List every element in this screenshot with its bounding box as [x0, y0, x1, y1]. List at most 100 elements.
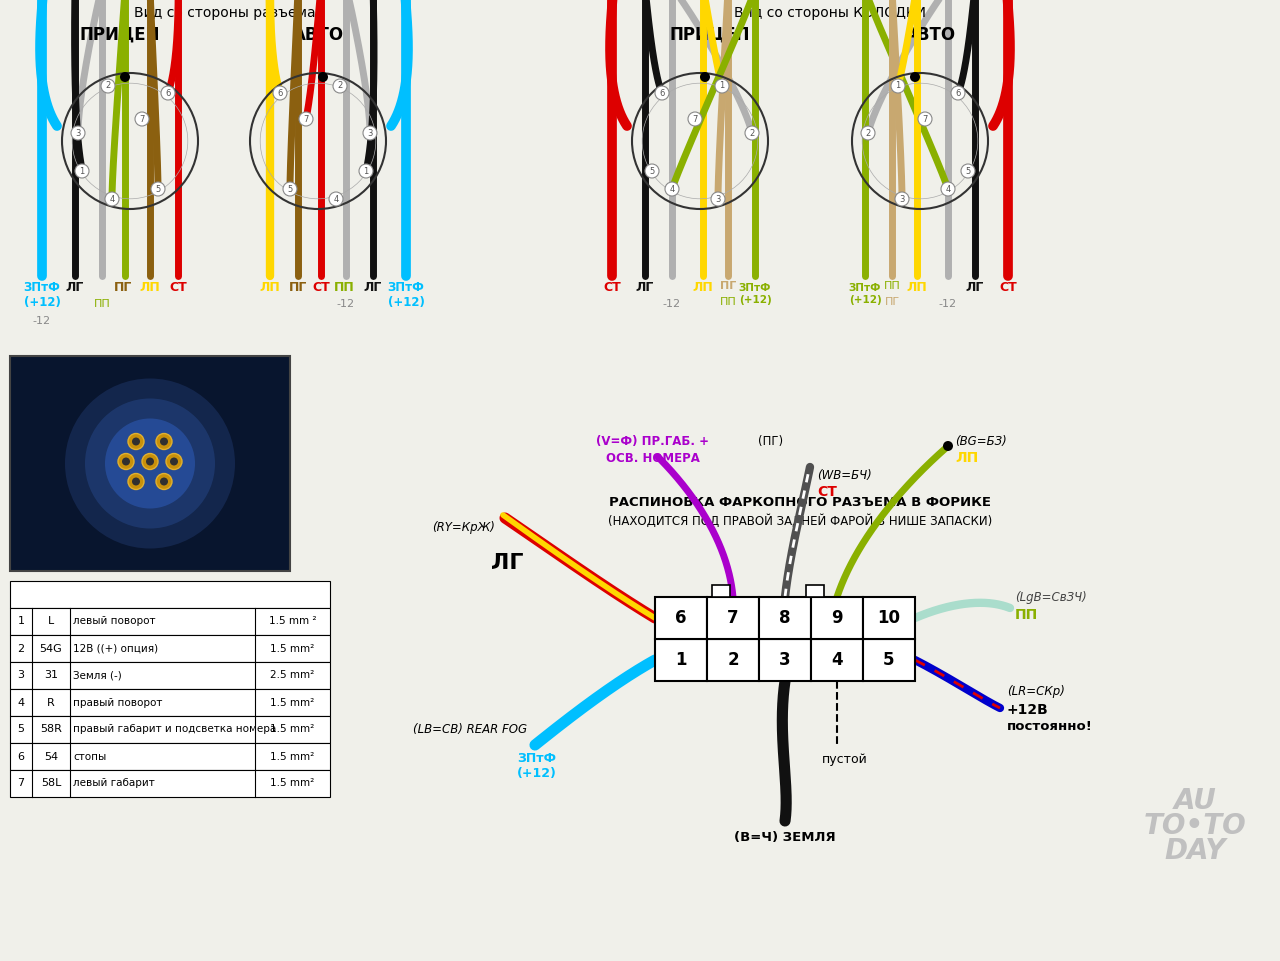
- Text: ПГ: ПГ: [719, 281, 736, 291]
- Circle shape: [160, 437, 168, 446]
- Circle shape: [700, 72, 710, 82]
- Text: ЛП: ЛП: [955, 451, 978, 465]
- Bar: [10, 743, 330, 770]
- Text: 1.5 mm²: 1.5 mm²: [270, 752, 315, 761]
- Text: 3: 3: [76, 129, 81, 137]
- Circle shape: [666, 182, 678, 196]
- Text: ЗПтФ
(+12): ЗПтФ (+12): [388, 281, 425, 309]
- Text: 9: 9: [831, 609, 842, 627]
- Text: (RY=КрЖ): (RY=КрЖ): [433, 522, 495, 534]
- Text: TO•TO: TO•TO: [1143, 812, 1247, 840]
- Bar: [10, 635, 330, 662]
- Circle shape: [156, 474, 172, 489]
- Text: ПГ: ПГ: [884, 297, 900, 307]
- Circle shape: [358, 164, 372, 178]
- Text: ЛГ: ЛГ: [966, 281, 984, 294]
- Circle shape: [283, 182, 297, 196]
- Text: 1: 1: [896, 82, 901, 90]
- Text: 5: 5: [883, 651, 895, 669]
- Text: AU: AU: [1174, 787, 1216, 815]
- Circle shape: [132, 478, 140, 485]
- Circle shape: [120, 72, 131, 82]
- Bar: [10, 716, 330, 743]
- Text: (LB=СВ) REAR FOG: (LB=СВ) REAR FOG: [413, 724, 527, 736]
- Circle shape: [895, 192, 909, 206]
- Text: 6: 6: [955, 88, 961, 97]
- Text: РАСПИНОВКА ФАРКОПНОГО РАЗЪЕМА В ФОРИКЕ: РАСПИНОВКА ФАРКОПНОГО РАЗЪЕМА В ФОРИКЕ: [609, 496, 991, 509]
- Text: 5: 5: [288, 185, 293, 193]
- Text: 3: 3: [780, 651, 791, 669]
- Text: ЛП: ЛП: [260, 281, 280, 294]
- Text: АВТО: АВТО: [905, 26, 956, 44]
- Text: СТ: СТ: [312, 281, 330, 294]
- Circle shape: [943, 441, 954, 451]
- Bar: [806, 585, 824, 597]
- Text: (LR=СКр): (LR=СКр): [1007, 685, 1065, 699]
- Text: ПП: ПП: [334, 281, 355, 294]
- Text: (ВG=БЗ): (ВG=БЗ): [955, 435, 1007, 448]
- Text: левый поворот: левый поворот: [73, 617, 155, 627]
- Text: 7: 7: [923, 114, 928, 124]
- Bar: [707, 639, 759, 681]
- Text: 5: 5: [155, 185, 160, 193]
- Text: 4: 4: [831, 651, 842, 669]
- Circle shape: [128, 433, 143, 450]
- Text: 10: 10: [878, 609, 901, 627]
- Text: 1: 1: [364, 166, 369, 176]
- Text: -12: -12: [940, 299, 957, 309]
- Text: ЛП: ЛП: [692, 281, 713, 294]
- Text: 2: 2: [105, 82, 110, 90]
- Circle shape: [333, 79, 347, 93]
- Text: 58R: 58R: [40, 725, 61, 734]
- Text: 54: 54: [44, 752, 58, 761]
- Text: ПГ: ПГ: [289, 281, 307, 294]
- Text: -12: -12: [337, 299, 355, 309]
- Text: 3: 3: [367, 129, 372, 137]
- Circle shape: [317, 72, 328, 82]
- Text: 1: 1: [79, 166, 84, 176]
- Text: ЛГ: ЛГ: [636, 281, 654, 294]
- Text: R: R: [47, 698, 55, 707]
- Circle shape: [84, 399, 215, 529]
- Text: АВТО: АВТО: [292, 26, 343, 44]
- Bar: [10, 356, 291, 571]
- Text: ЗПтФ: ЗПтФ: [517, 752, 557, 765]
- Text: ЛП: ЛП: [140, 281, 160, 294]
- Circle shape: [861, 126, 876, 140]
- Circle shape: [70, 126, 84, 140]
- Text: стопы: стопы: [73, 752, 106, 761]
- Circle shape: [105, 418, 195, 508]
- Text: (НАХОДИТСЯ ПОД ПРАВОЙ ЗАДНЕЙ ФАРОЙ В НИШЕ ЗАПАСКИ): (НАХОДИТСЯ ПОД ПРАВОЙ ЗАДНЕЙ ФАРОЙ В НИШ…: [608, 514, 992, 528]
- Text: 2: 2: [727, 651, 739, 669]
- Text: 2: 2: [749, 129, 755, 137]
- Circle shape: [300, 112, 314, 126]
- Text: 6: 6: [18, 752, 24, 761]
- Text: 12В ((+) опция): 12В ((+) опция): [73, 644, 159, 653]
- Text: 1.5 mm²: 1.5 mm²: [270, 725, 315, 734]
- Text: левый габарит: левый габарит: [73, 778, 155, 788]
- Circle shape: [951, 86, 965, 100]
- Circle shape: [118, 454, 134, 470]
- Circle shape: [142, 454, 157, 470]
- Text: 31: 31: [44, 671, 58, 680]
- Bar: [655, 597, 707, 639]
- Text: 1.5 mm²: 1.5 mm²: [270, 644, 315, 653]
- Circle shape: [156, 433, 172, 450]
- Text: ПП: ПП: [1015, 608, 1038, 622]
- Text: 2: 2: [18, 644, 24, 653]
- Text: 7: 7: [18, 778, 24, 788]
- Text: (WB=БЧ): (WB=БЧ): [817, 469, 872, 482]
- Text: ЗПтФ
(+12): ЗПтФ (+12): [739, 283, 772, 305]
- Bar: [812, 639, 863, 681]
- Circle shape: [161, 86, 175, 100]
- Text: 1.5 mm²: 1.5 mm²: [270, 698, 315, 707]
- Circle shape: [918, 112, 932, 126]
- Text: ОСВ. НОМЕРА: ОСВ. НОМЕРА: [605, 452, 700, 465]
- Text: ЛГ: ЛГ: [490, 553, 524, 573]
- Bar: [812, 597, 863, 639]
- Text: ЛГ: ЛГ: [364, 281, 383, 294]
- Circle shape: [941, 182, 955, 196]
- Text: L: L: [47, 617, 54, 627]
- Circle shape: [364, 126, 378, 140]
- Text: СТ: СТ: [817, 485, 837, 499]
